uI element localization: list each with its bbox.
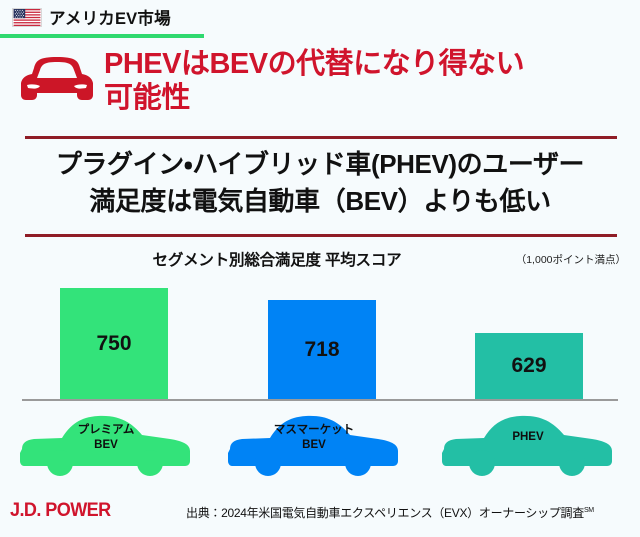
bar-chart: 750 718 629 プレミアム	[0, 278, 640, 490]
bar-value-massmarket-bev: 718	[304, 337, 340, 361]
bar-massmarket-bev: 718	[268, 300, 376, 399]
headline-line-2: 可能性	[104, 81, 191, 114]
car-side-icon-premium-bev	[18, 405, 194, 477]
car-front-icon	[21, 57, 93, 100]
bar-value-phev: 629	[511, 354, 547, 377]
us-flag-icon	[12, 7, 42, 27]
bar-group-premium-bev: 750	[60, 288, 168, 399]
car-side-icon-phev	[440, 405, 616, 477]
header-tab: アメリカEV市場	[0, 0, 204, 38]
bar-group-massmarket-bev: 718	[268, 300, 376, 399]
chart-title: セグメント別総合満足度 平均スコア	[152, 252, 402, 269]
chart-baseline	[22, 399, 618, 401]
chart-heading-row: セグメント別総合満足度 平均スコア （1,000ポイント満点）	[0, 248, 640, 274]
source-note-text: 出典：2024年米国電気自動車エクスペリエンス（EVX）オーナーシップ調査	[186, 506, 584, 520]
car-side-icon-massmarket-bev	[226, 405, 402, 477]
bar-group-phev: 629	[475, 333, 583, 399]
divider-top	[25, 136, 617, 139]
subtitle-line-2: 満足度は電気自動車（BEV）よりも低い	[89, 185, 551, 216]
service-mark: SM	[583, 507, 594, 514]
bar-phev: 629	[475, 333, 583, 399]
divider-middle	[25, 234, 617, 237]
footer: J.D. POWER 出典：2024年米国電気自動車エクスペリエンス（EVX）オ…	[0, 491, 640, 537]
header-title: アメリカEV市場	[49, 10, 171, 28]
subtitle-line-1: プラグイン・ハイブリッド車(PHEV)のユーザー	[55, 149, 585, 179]
jd-power-logo: J.D. POWER	[10, 500, 111, 521]
bar-premium-bev: 750	[60, 288, 168, 399]
bar-value-premium-bev: 750	[96, 331, 132, 355]
headline-block: PHEVはBEVの代替になり得ない 可能性	[0, 48, 640, 130]
headline-line-1: PHEVはBEVの代替になり得ない	[104, 48, 525, 80]
headline-text: PHEVはBEVの代替になり得ない 可能性	[104, 48, 525, 115]
subtitle: プラグイン・ハイブリッド車(PHEV)のユーザー 満足度は電気自動車（BEV）よ…	[0, 146, 640, 220]
chart-scale-note: （1,000ポイント満点）	[515, 254, 626, 266]
source-note: 出典：2024年米国電気自動車エクスペリエンス（EVX）オーナーシップ調査SM	[186, 504, 594, 521]
